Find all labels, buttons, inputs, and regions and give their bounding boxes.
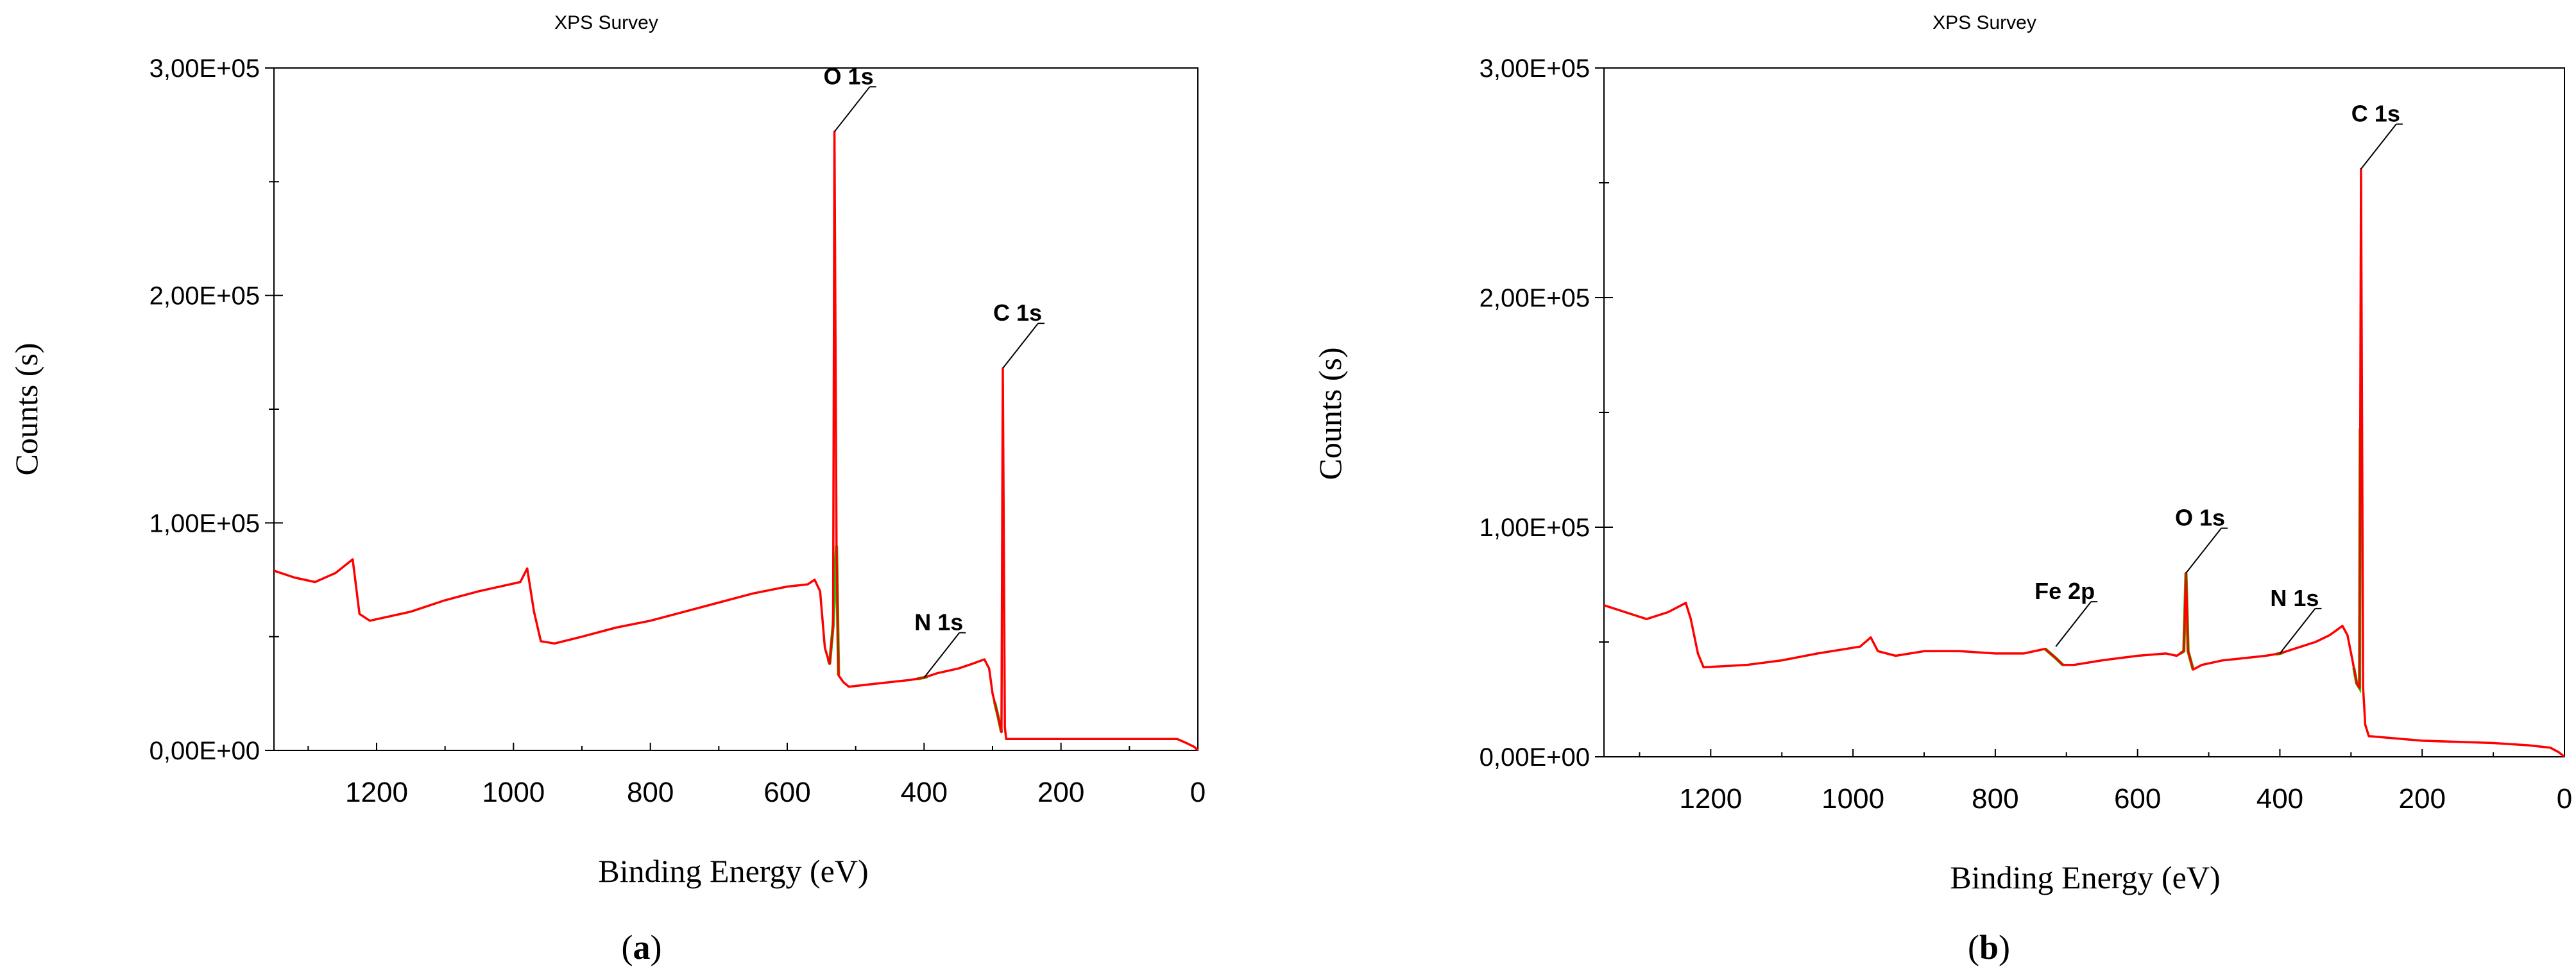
y-tick-labels: 0,00E+00 1,00E+05 2,00E+05 3,00E+05 bbox=[149, 55, 260, 765]
x-tick-label: 0 bbox=[1190, 777, 1206, 808]
x-tick-label: 400 bbox=[2256, 783, 2303, 815]
x-tick-label: 600 bbox=[763, 777, 810, 808]
peak-annotations: C 1s O 1s Fe 2p N 1s bbox=[2034, 101, 2403, 654]
x-tick-label: 0 bbox=[2557, 783, 2572, 815]
x-axis-label: Binding Energy (eV) bbox=[1950, 859, 2220, 895]
panel-caption-a: (a) bbox=[622, 928, 662, 967]
peak-label: C 1s bbox=[993, 300, 1042, 326]
peak-label: N 1s bbox=[914, 609, 963, 636]
x-tick-label: 600 bbox=[2114, 783, 2161, 815]
peak-label: O 1s bbox=[824, 63, 874, 89]
x-tick-label: 1000 bbox=[482, 777, 545, 808]
y-tick-label: 1,00E+05 bbox=[1480, 514, 1590, 542]
annotation-leader bbox=[2360, 123, 2397, 170]
x-tick-label: 1000 bbox=[1821, 783, 1884, 815]
chart-title: XPS Survey bbox=[554, 12, 658, 33]
x-tick-labels: 1200 1000 800 600 400 200 0 bbox=[1679, 783, 2572, 815]
y-axis-label: Counts (s) bbox=[8, 343, 44, 476]
tick-marks bbox=[265, 67, 1198, 751]
peak-annotations: O 1s C 1s N 1s bbox=[824, 63, 1045, 679]
y-tick-labels: 0,00E+00 1,00E+05 2,00E+05 3,00E+05 bbox=[1480, 55, 1590, 772]
annotation-leader bbox=[2185, 527, 2222, 574]
annotation-leader bbox=[833, 86, 871, 132]
y-tick-label: 0,00E+00 bbox=[1480, 743, 1590, 772]
panel-letter: a bbox=[633, 928, 651, 967]
peak-label: C 1s bbox=[2351, 101, 2400, 127]
y-tick-label: 2,00E+05 bbox=[149, 282, 260, 310]
y-tick-label: 3,00E+05 bbox=[149, 55, 260, 83]
spectrum-line bbox=[273, 130, 1199, 752]
peak-label: N 1s bbox=[2270, 585, 2319, 611]
annotation-leader bbox=[2055, 601, 2092, 647]
annotation-leader bbox=[923, 632, 960, 679]
panel-caption-b: (b) bbox=[1968, 928, 2010, 967]
annotation-leader bbox=[1002, 323, 1039, 369]
x-tick-label: 800 bbox=[1972, 783, 2018, 815]
y-tick-label: 1,00E+05 bbox=[149, 509, 260, 537]
y-axis-label: Counts (s) bbox=[1312, 348, 1348, 480]
peak-label: O 1s bbox=[2175, 505, 2225, 531]
x-tick-label: 200 bbox=[2399, 783, 2446, 815]
y-tick-label: 3,00E+05 bbox=[1480, 55, 1590, 83]
x-tick-label: 1200 bbox=[345, 777, 408, 808]
chart-panel-b: XPS Survey C 1s O 1s Fe 2p N 1s 0,00E+00 1,0… bbox=[1312, 12, 2572, 967]
x-tick-label: 200 bbox=[1037, 777, 1084, 808]
peak-label: Fe 2p bbox=[2034, 578, 2095, 604]
chart-panel-a: XPS Survey O 1s C 1s N 1s 0,00E+00 1,00E+05… bbox=[8, 12, 1206, 967]
tick-marks bbox=[1595, 67, 2565, 757]
annotation-leader bbox=[2279, 608, 2316, 654]
y-tick-label: 2,00E+05 bbox=[1480, 284, 1590, 312]
x-tick-label: 400 bbox=[901, 777, 948, 808]
panel-letter: b bbox=[1979, 928, 1999, 967]
x-axis-label: Binding Energy (eV) bbox=[598, 853, 868, 889]
y-tick-label: 0,00E+00 bbox=[149, 737, 260, 765]
x-tick-label: 800 bbox=[627, 777, 674, 808]
chart-title: XPS Survey bbox=[1932, 12, 2036, 33]
spectrum-line bbox=[1603, 167, 2566, 758]
x-tick-labels: 1200 1000 800 600 400 200 0 bbox=[345, 777, 1206, 808]
x-tick-label: 1200 bbox=[1679, 783, 1742, 815]
